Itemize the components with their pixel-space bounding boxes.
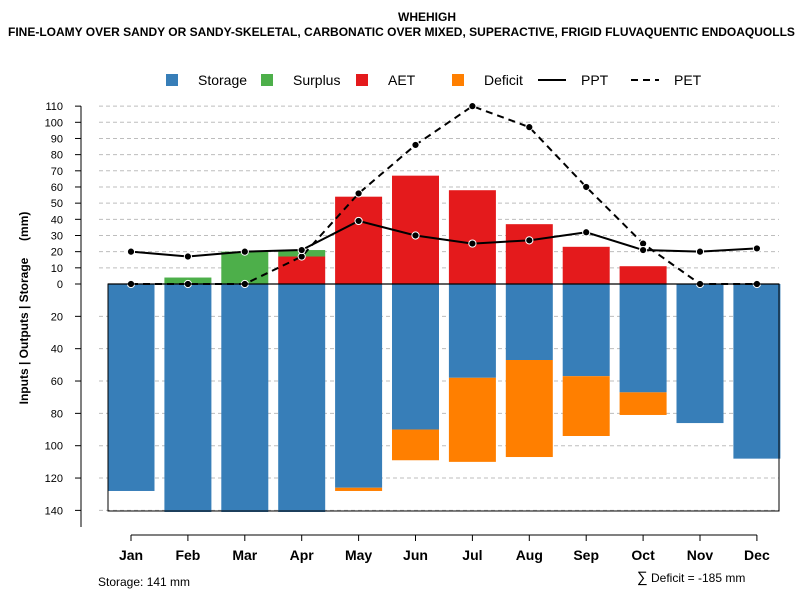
x-tick-label: Aug [516,547,543,563]
legend: Storage Surplus AET Deficit PPT PET [166,72,702,88]
legend-aet-swatch [356,74,368,86]
chart-title: WHEHIGH [398,10,456,24]
pet-point [468,102,477,111]
y-tick-label: 60 [51,376,63,388]
legend-deficit-label: Deficit [484,72,523,88]
aet-bar [278,256,326,284]
deficit-bar [619,392,667,415]
y-tick-label: 30 [51,230,63,242]
pet-point [354,189,363,198]
y-tick-label: 140 [45,505,63,517]
y-tick-label: 0 [57,279,63,291]
surplus-bar [221,251,269,284]
x-tick-label: Oct [631,547,655,563]
storage-bar [676,284,724,424]
y-tick-label: 40 [51,214,63,226]
y-tick-label: 20 [51,247,63,259]
ppt-point [183,252,192,261]
legend-pet-label: PET [674,72,702,88]
storage-bar [278,284,326,512]
x-tick-label: Jun [403,547,428,563]
storage-bar [562,284,610,377]
storage-bar [448,284,496,378]
ppt-point [411,231,420,240]
x-tick-label: Jan [119,547,143,563]
ppt-point [126,247,136,256]
storage-bar [619,284,667,393]
aet-bar [392,175,439,284]
x-tick-label: Jul [462,547,482,563]
storage-bar [221,284,269,512]
deficit-bar [392,429,439,461]
ppt-point [354,216,363,226]
ppt-point [525,236,534,245]
y-tick-label: 100 [45,441,63,453]
deficit-bar [505,359,553,458]
legend-aet-label: AET [388,72,416,88]
x-tick-label: Mar [232,547,257,563]
x-tick-label: Apr [290,547,315,563]
ppt-point [240,247,249,256]
x-tick-label: Feb [175,547,200,563]
deficit-bar [335,487,383,491]
ppt-point [297,245,306,255]
legend-surplus-label: Surplus [293,72,340,88]
y-tick-label: 100 [45,117,63,129]
ppt-point [468,239,477,248]
deficit-annotation: Deficit = -185 mm [651,571,745,585]
aet-bar [562,246,610,284]
pet-point [582,182,591,192]
x-tick-label: Nov [687,547,714,563]
y-tick-label: 120 [45,473,63,485]
storage-bar [164,284,212,512]
ppt-line [130,219,757,258]
pet-point [411,140,420,150]
y-tick-label: 90 [51,133,63,145]
storage-bar [107,284,155,491]
axes-layer: 0 10 20 30 40 50 60 70 80 90 100 110 20 40 60 80 100 120 1… [45,101,780,563]
ppt-point [582,228,591,237]
storage-bar [392,284,439,430]
storage-annotation: Storage: 141 mm [98,575,190,589]
y-tick-label: 40 [51,344,63,356]
legend-ppt-label: PPT [581,72,609,88]
y-axis-label: Inputs | Outputs | Storage (mm) [17,212,31,405]
y-tick-label: 70 [51,166,63,178]
chart-subtitle: FINE-LOAMY OVER SANDY OR SANDY-SKELETAL,… [8,25,795,39]
aet-bar [335,196,383,284]
y-tick-label: 80 [51,150,63,162]
legend-storage-swatch [166,74,178,86]
ppt-point [639,245,648,255]
y-tick-label: 60 [51,182,63,194]
pet-point [525,123,534,132]
sum-symbol: ∑ [637,569,648,586]
y-tick-label: 50 [51,198,63,210]
aet-bar [448,190,496,284]
legend-surplus-swatch [261,74,273,86]
storage-bar [505,284,553,360]
ppt-point [752,244,762,253]
aet-bar [619,266,667,284]
x-tick-label: May [345,547,372,563]
deficit-bar [448,377,496,462]
y-tick-label: 10 [51,263,63,275]
legend-storage-label: Storage [198,72,247,88]
y-tick-label: 80 [51,408,63,420]
bars-layer [107,175,781,512]
x-tick-label: Sep [573,547,599,563]
storage-bar [733,284,781,459]
lines-layer [126,102,762,289]
x-tick-label: Dec [744,547,770,563]
aet-bar [505,224,553,284]
y-tick-label: 110 [45,101,63,113]
deficit-bar [562,376,610,436]
legend-deficit-swatch [452,74,464,86]
y-tick-label: 20 [51,311,63,323]
storage-bar [335,284,383,488]
ppt-point [695,247,705,256]
